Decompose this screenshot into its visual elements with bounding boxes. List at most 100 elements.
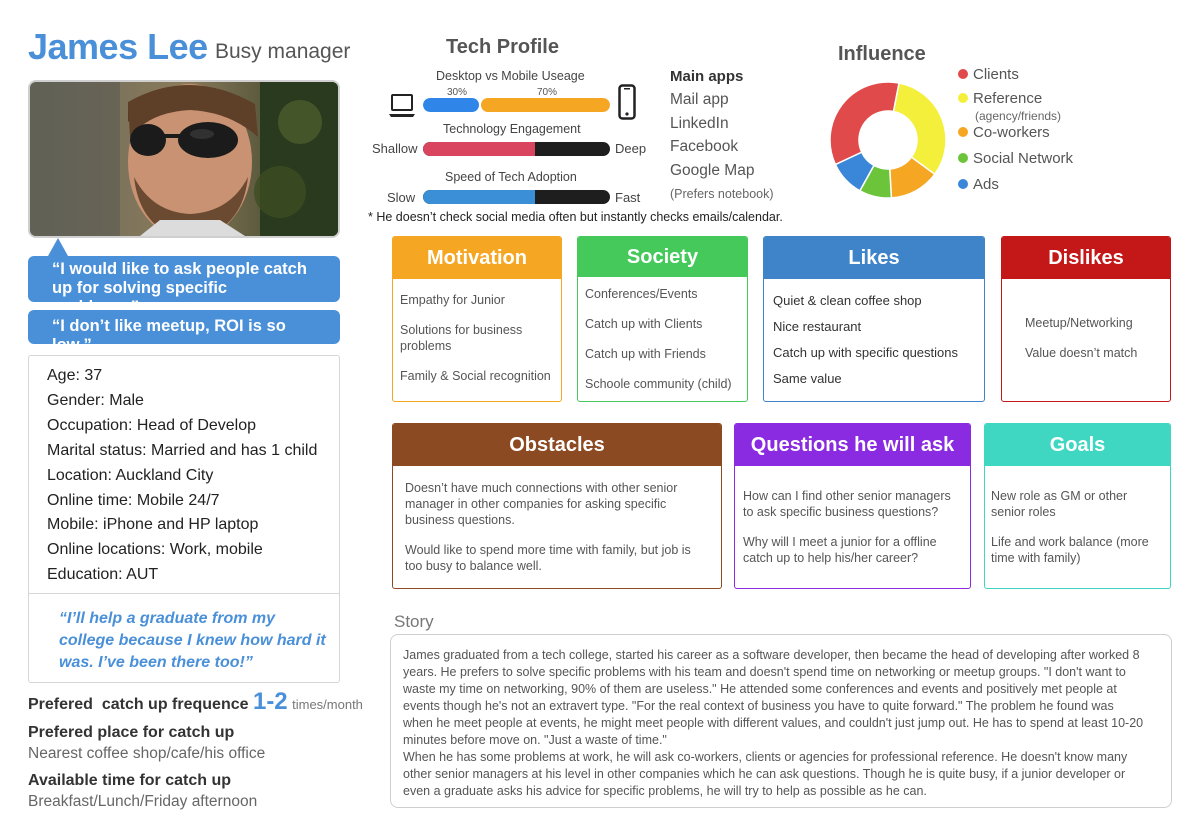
legend-reference: Reference bbox=[958, 90, 1042, 107]
obstacles-card: Obstacles Doesn’t have much connections … bbox=[392, 423, 722, 589]
motivation-card-title: Motivation bbox=[393, 237, 561, 279]
legend-dot-coworkers bbox=[958, 127, 968, 137]
motivation-item: Solutions for business problems bbox=[400, 323, 523, 353]
legend-dot-clients bbox=[958, 69, 968, 79]
catchup-time-label: Available time for catch up bbox=[28, 772, 232, 789]
likes-card: Likes Quiet & clean coffee shop Nice res… bbox=[763, 236, 985, 402]
catchup-time-value: Breakfast/Lunch/Friday afternoon bbox=[28, 793, 258, 810]
main-apps-title: Main apps bbox=[670, 68, 744, 85]
donut-slice-reference bbox=[892, 82, 947, 176]
questions-item: Why will I meet a junior for a offline c… bbox=[743, 535, 937, 565]
catchup-place-value: Nearest coffee shop/cafe/his office bbox=[28, 745, 266, 762]
app-google-map: Google Map bbox=[670, 162, 755, 179]
society-item: Schoole community (child) bbox=[585, 377, 732, 391]
story-line: minutes before move on. "Just a waste of… bbox=[403, 733, 667, 747]
info-occupation: Occupation: Head of Develop bbox=[47, 416, 257, 434]
info-online-time: Online time: Mobile 24/7 bbox=[47, 491, 220, 509]
catchup-frequency-value: 1-2 bbox=[252, 688, 288, 715]
legend-label-coworkers: Co-workers bbox=[973, 124, 1050, 141]
usage-bar bbox=[423, 98, 610, 112]
info-online-locations: Online locations: Work, mobile bbox=[47, 541, 263, 559]
info-list: Age: 37 Gender: Male Occupation: Head of… bbox=[47, 364, 317, 588]
adoption-left-label: Slow bbox=[387, 190, 416, 205]
goals-item: New role as GM or other senior roles bbox=[991, 489, 1128, 519]
story-line: waste my time on networking, 90% of them… bbox=[403, 682, 1117, 696]
app-facebook: Facebook bbox=[670, 138, 739, 155]
obstacles-card-title: Obstacles bbox=[393, 424, 721, 466]
society-card-title: Society bbox=[578, 237, 747, 277]
mobile-pct-label: 70% bbox=[537, 87, 558, 98]
engagement-label: Technology Engagement bbox=[443, 122, 581, 136]
likes-card-title: Likes bbox=[764, 237, 984, 279]
goals-card-title: Goals bbox=[985, 424, 1170, 466]
story-text: James graduated from a tech college, sta… bbox=[403, 647, 1159, 800]
legend-sub-reference: (agency/friends) bbox=[975, 109, 1062, 123]
persona-name: James Lee bbox=[28, 26, 208, 67]
motivation-card: Motivation Empathy for Junior Solutions … bbox=[392, 236, 562, 402]
goals-card: Goals New role as GM or other senior rol… bbox=[984, 423, 1171, 589]
quote-bubble-1: “I would like to ask people catch up for… bbox=[28, 256, 340, 316]
questions-card-title: Questions he will ask bbox=[735, 424, 970, 466]
society-item: Catch up with Friends bbox=[585, 347, 706, 361]
adoption-label: Speed of Tech Adoption bbox=[445, 170, 577, 184]
likes-item: Catch up with specific questions bbox=[773, 345, 958, 360]
mobile-phone-icon bbox=[618, 84, 636, 125]
legend-clients: Clients bbox=[958, 66, 1019, 83]
engagement-left-label: Shallow bbox=[372, 141, 418, 156]
app-mail: Mail app bbox=[670, 91, 729, 108]
motivation-item: Empathy for Junior bbox=[400, 293, 505, 307]
goals-item: Life and work balance (more time with fa… bbox=[991, 535, 1149, 565]
obstacles-item: Doesn’t have much connections with other… bbox=[405, 481, 678, 527]
persona-photo bbox=[28, 80, 340, 238]
catchup-frequency-unit: times/month bbox=[292, 697, 363, 712]
story-line: When he has some problems at work, he wi… bbox=[403, 750, 1128, 764]
dislikes-item: Meetup/Networking bbox=[1025, 316, 1133, 330]
likes-item: Nice restaurant bbox=[773, 319, 862, 334]
app-linkedin: LinkedIn bbox=[670, 115, 729, 132]
legend-label-reference: Reference bbox=[973, 90, 1043, 107]
dislikes-item: Value doesn’t match bbox=[1025, 346, 1138, 360]
story-line: when he meet people at events, he might … bbox=[403, 716, 1144, 730]
desktop-pct-label: 30% bbox=[447, 87, 468, 98]
story-line: events though he's not an extravert type… bbox=[403, 699, 1114, 713]
info-gender: Gender: Male bbox=[47, 391, 144, 409]
adoption-right-label: Fast bbox=[615, 190, 641, 205]
obstacles-item: Would like to spend more time with famil… bbox=[405, 543, 691, 573]
usage-bar-desktop bbox=[423, 98, 480, 112]
persona-role: Busy manager bbox=[215, 40, 351, 63]
catchup-frequency-row: Prefered catch up frequence 1-2 times/mo… bbox=[28, 688, 363, 716]
info-mobile: Mobile: iPhone and HP laptop bbox=[47, 516, 259, 534]
info-location: Location: Auckland City bbox=[47, 466, 214, 484]
society-item: Conferences/Events bbox=[585, 287, 698, 301]
legend-coworkers: Co-workers bbox=[958, 124, 1050, 141]
donut-slice-clients bbox=[829, 81, 900, 166]
quote-bubble-2: “I don’t like meetup, ROI is so low.” bbox=[28, 310, 340, 354]
info-quote: “I’ll help a graduate from my college be… bbox=[59, 610, 326, 671]
story-title: Story bbox=[394, 612, 434, 631]
persona-info-box: Age: 37 Gender: Male Occupation: Head of… bbox=[28, 355, 340, 683]
story-line: James graduated from a tech college, sta… bbox=[403, 648, 1140, 662]
likes-item: Quiet & clean coffee shop bbox=[773, 293, 922, 308]
catchup-place-label: Prefered place for catch up bbox=[28, 724, 235, 741]
main-apps-note: (Prefers notebook) bbox=[670, 187, 774, 201]
info-divider bbox=[29, 593, 339, 594]
engagement-bar bbox=[423, 142, 610, 156]
story-line: years. He prefers to solve specific prob… bbox=[403, 665, 1126, 679]
catchup-frequency-label: Prefered catch up frequence bbox=[28, 696, 249, 713]
story-line: other senior managers at his level in ot… bbox=[403, 767, 1126, 781]
questions-item: How can I find other senior managers to … bbox=[743, 489, 951, 519]
society-card: Society Conferences/Events Catch up with… bbox=[577, 236, 748, 402]
questions-card: Questions he will ask How can I find oth… bbox=[734, 423, 971, 589]
legend-dot-ads bbox=[958, 179, 968, 189]
adoption-bar bbox=[423, 190, 610, 204]
usage-bar-mobile bbox=[481, 98, 610, 112]
legend-label-ads: Ads bbox=[973, 176, 999, 193]
motivation-item: Family & Social recognition bbox=[400, 369, 551, 383]
legend-ads: Ads bbox=[958, 176, 999, 193]
engagement-bar-fill bbox=[423, 142, 536, 156]
dislikes-card-title: Dislikes bbox=[1002, 237, 1170, 279]
info-education: Education: AUT bbox=[47, 566, 159, 584]
tech-profile-note: * He doesn’t check social media often bu… bbox=[368, 210, 783, 224]
adoption-bar-fill bbox=[423, 190, 536, 204]
legend-dot-social-network bbox=[958, 153, 968, 163]
